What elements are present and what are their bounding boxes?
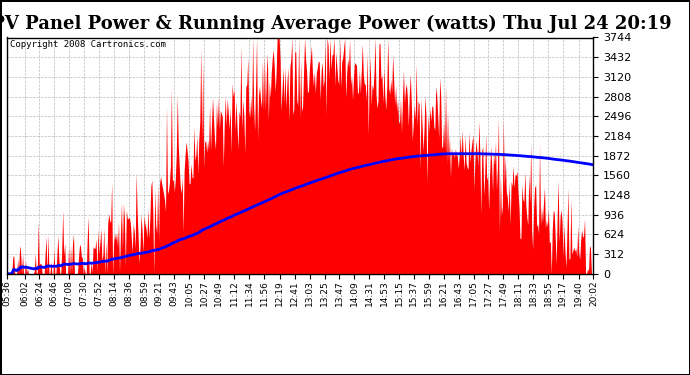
Text: Copyright 2008 Cartronics.com: Copyright 2008 Cartronics.com — [10, 40, 166, 49]
Text: Total PV Panel Power & Running Average Power (watts) Thu Jul 24 20:19: Total PV Panel Power & Running Average P… — [0, 15, 672, 33]
